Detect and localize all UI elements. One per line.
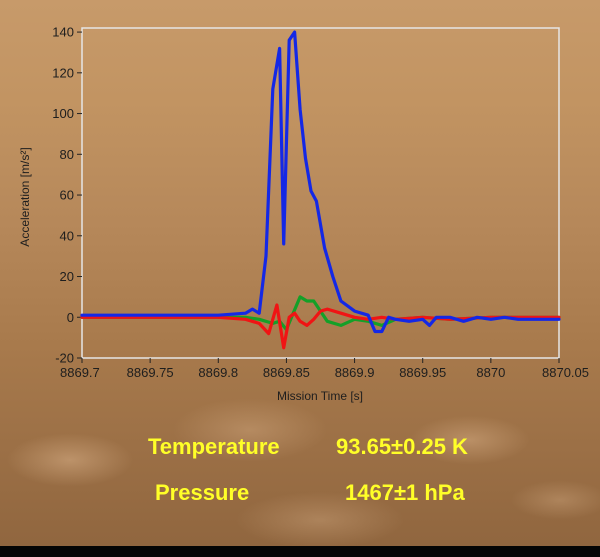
- y-tick-label: 20: [60, 269, 74, 284]
- y-axis-title: Acceleration [m/s²]: [18, 147, 32, 246]
- temperature-label: Temperature: [148, 434, 280, 459]
- x-tick-label: 8869.8: [198, 365, 238, 380]
- series-line-1: [80, 30, 561, 334]
- pressure-row: Pressure 1467±1 hPa: [0, 480, 600, 508]
- x-axis-title: Mission Time [s]: [277, 389, 363, 403]
- x-tick-label: 8870.05: [542, 365, 589, 380]
- y-axis: -20 0 20 40 60 80 100 120 140: [52, 25, 82, 366]
- pressure-label: Pressure: [155, 480, 250, 505]
- y-tick-label: 120: [52, 65, 74, 80]
- bottom-bar: [0, 546, 600, 557]
- plot-frame: [81, 27, 560, 359]
- y-tick-label: 140: [52, 25, 74, 40]
- y-tick-label: 0: [67, 310, 74, 325]
- pressure-value: 1467±1 hPa: [345, 480, 465, 505]
- y-tick-label: 100: [52, 106, 74, 121]
- y-tick-label: 40: [60, 228, 74, 243]
- y-tick-label: -20: [55, 351, 74, 366]
- temperature-value: 93.65±0.25 K: [336, 434, 468, 459]
- x-axis: 8869.7 8869.75 8869.8 8869.85 8869.9 8869.95 8…: [60, 358, 589, 380]
- temperature-row: Temperature 93.65±0.25 K: [0, 434, 600, 462]
- series-line-3: [80, 303, 561, 350]
- y-tick-label: 80: [60, 147, 74, 162]
- y-tick-label: 60: [60, 188, 74, 203]
- x-tick-label: 8869.95: [399, 365, 446, 380]
- x-tick-label: 8870: [476, 365, 505, 380]
- x-tick-label: 8869.75: [127, 365, 174, 380]
- x-tick-label: 8869.85: [263, 365, 310, 380]
- x-tick-label: 8869.9: [335, 365, 375, 380]
- x-tick-label: 8869.7: [60, 365, 100, 380]
- series-lines: [80, 30, 561, 350]
